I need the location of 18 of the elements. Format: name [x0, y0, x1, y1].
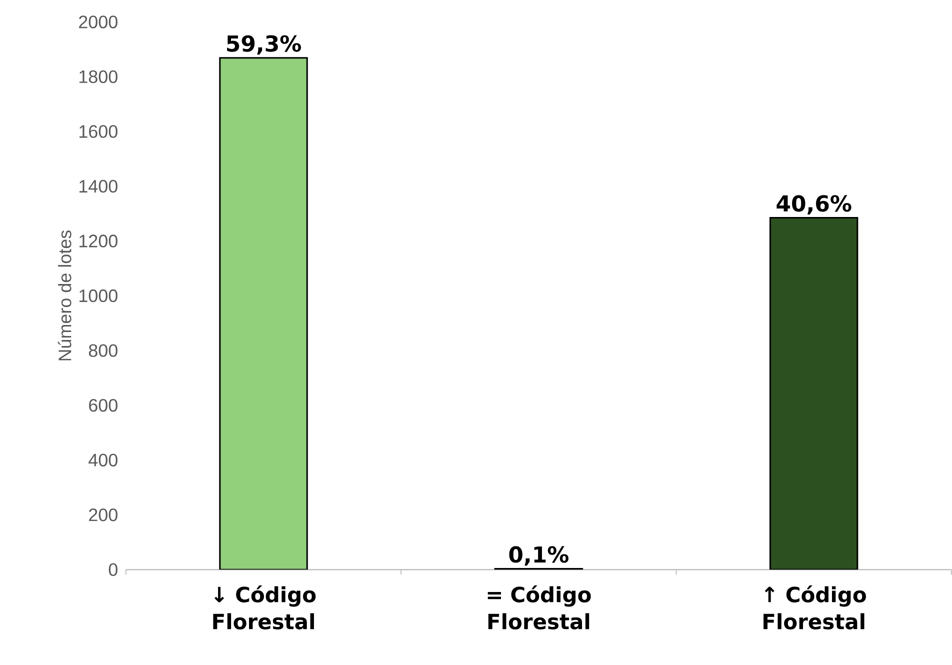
x-tick-label: ↓ Código Florestal [213, 586, 316, 630]
y-tick-label: 1200 [80, 234, 118, 248]
y-tick-label: 800 [88, 344, 118, 358]
y-tick-label: 1400 [80, 180, 118, 193]
y-tick-label: 1000 [80, 290, 118, 302]
y-tick-label: 0 [108, 563, 118, 576]
y-tick-label: 2000 [79, 16, 118, 29]
x-tick-label: = Código Florestal [488, 586, 591, 630]
y-tick-label: 400 [88, 454, 118, 467]
y-tick-label: 1800 [80, 70, 118, 84]
annotation: 59,3% [227, 35, 301, 55]
x-tick-label: ↑ Código Florestal [764, 586, 866, 630]
y-tick-label: 200 [89, 508, 118, 522]
annotation: 40,6% [776, 195, 852, 215]
y-axis-title: Número de lotes [58, 230, 72, 361]
annotation: 0,1% [509, 546, 568, 566]
y-tick-label: 600 [89, 399, 118, 412]
y-tick-label: 1600 [80, 125, 118, 138]
